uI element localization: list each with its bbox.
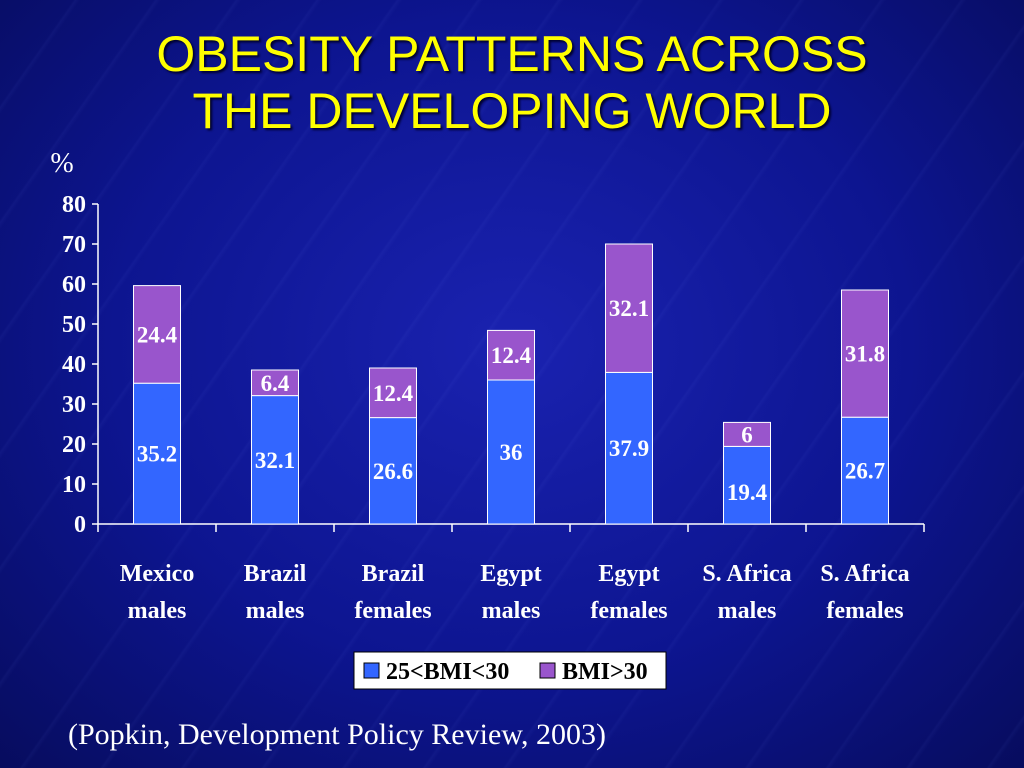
title-line-2: THE DEVELOPING WORLD bbox=[192, 83, 832, 139]
y-tick-label: 70 bbox=[62, 232, 86, 258]
bar-segment bbox=[133, 382, 181, 525]
bar-segment bbox=[841, 289, 889, 418]
data-label: 24.4 bbox=[137, 322, 178, 347]
bar-segment bbox=[723, 421, 771, 447]
x-category-label: Mexico males bbox=[120, 561, 195, 624]
legend-label: BMI>30 bbox=[562, 659, 648, 685]
data-label: 6.4 bbox=[261, 371, 290, 396]
x-category-label: Egypt males bbox=[480, 561, 541, 624]
data-label: 26.7 bbox=[845, 459, 885, 484]
y-tick-label: 80 bbox=[62, 192, 86, 218]
legend-label: 25<BMI<30 bbox=[386, 659, 509, 685]
bar-segment bbox=[605, 243, 653, 373]
x-category-label: S. Africa males bbox=[702, 561, 791, 624]
data-label: 31.8 bbox=[845, 342, 885, 367]
y-axis-label: % bbox=[50, 148, 73, 179]
bar-segment bbox=[605, 371, 653, 525]
legend-swatch bbox=[539, 662, 556, 679]
y-tick-label: 30 bbox=[62, 392, 86, 418]
y-tick-label: 50 bbox=[62, 312, 86, 338]
bar-segment bbox=[841, 416, 889, 525]
data-label: 26.6 bbox=[373, 459, 413, 484]
legend-swatch bbox=[363, 662, 380, 679]
data-label: 36 bbox=[500, 440, 523, 465]
x-category-label: Brazil females bbox=[354, 561, 431, 624]
data-label: 19.4 bbox=[727, 480, 768, 505]
title-line-1: OBESITY PATTERNS ACROSS bbox=[156, 26, 868, 82]
data-label: 32.1 bbox=[609, 296, 649, 321]
slide-title: OBESITY PATTERNS ACROSS THE DEVELOPING W… bbox=[0, 26, 1024, 140]
data-label: 12.4 bbox=[373, 381, 414, 406]
source-citation: (Popkin, Development Policy Review, 2003… bbox=[68, 718, 606, 751]
bar-segment bbox=[487, 379, 535, 525]
x-category-label: Brazil males bbox=[244, 561, 307, 624]
x-category-label: Egypt females bbox=[590, 561, 667, 624]
y-tick-label: 20 bbox=[62, 432, 86, 458]
y-tick-label: 0 bbox=[74, 512, 86, 538]
bar-segment bbox=[251, 395, 299, 525]
data-label: 32.1 bbox=[255, 448, 295, 473]
y-tick-label: 10 bbox=[62, 472, 86, 498]
bar-segment bbox=[133, 285, 181, 384]
bar-segment bbox=[251, 369, 299, 397]
bar-segment bbox=[369, 367, 417, 419]
bar-segment bbox=[487, 329, 535, 381]
data-label: 37.9 bbox=[609, 436, 649, 461]
y-tick-label: 60 bbox=[62, 272, 86, 298]
x-category-label: S. Africa females bbox=[820, 561, 909, 624]
legend-box bbox=[353, 651, 667, 690]
data-label: 35.2 bbox=[137, 442, 177, 467]
bar-segment bbox=[723, 445, 771, 525]
y-tick-label: 40 bbox=[62, 352, 86, 378]
bar-segment bbox=[369, 417, 417, 525]
data-label: 12.4 bbox=[491, 343, 532, 368]
data-label: 6 bbox=[741, 422, 753, 447]
